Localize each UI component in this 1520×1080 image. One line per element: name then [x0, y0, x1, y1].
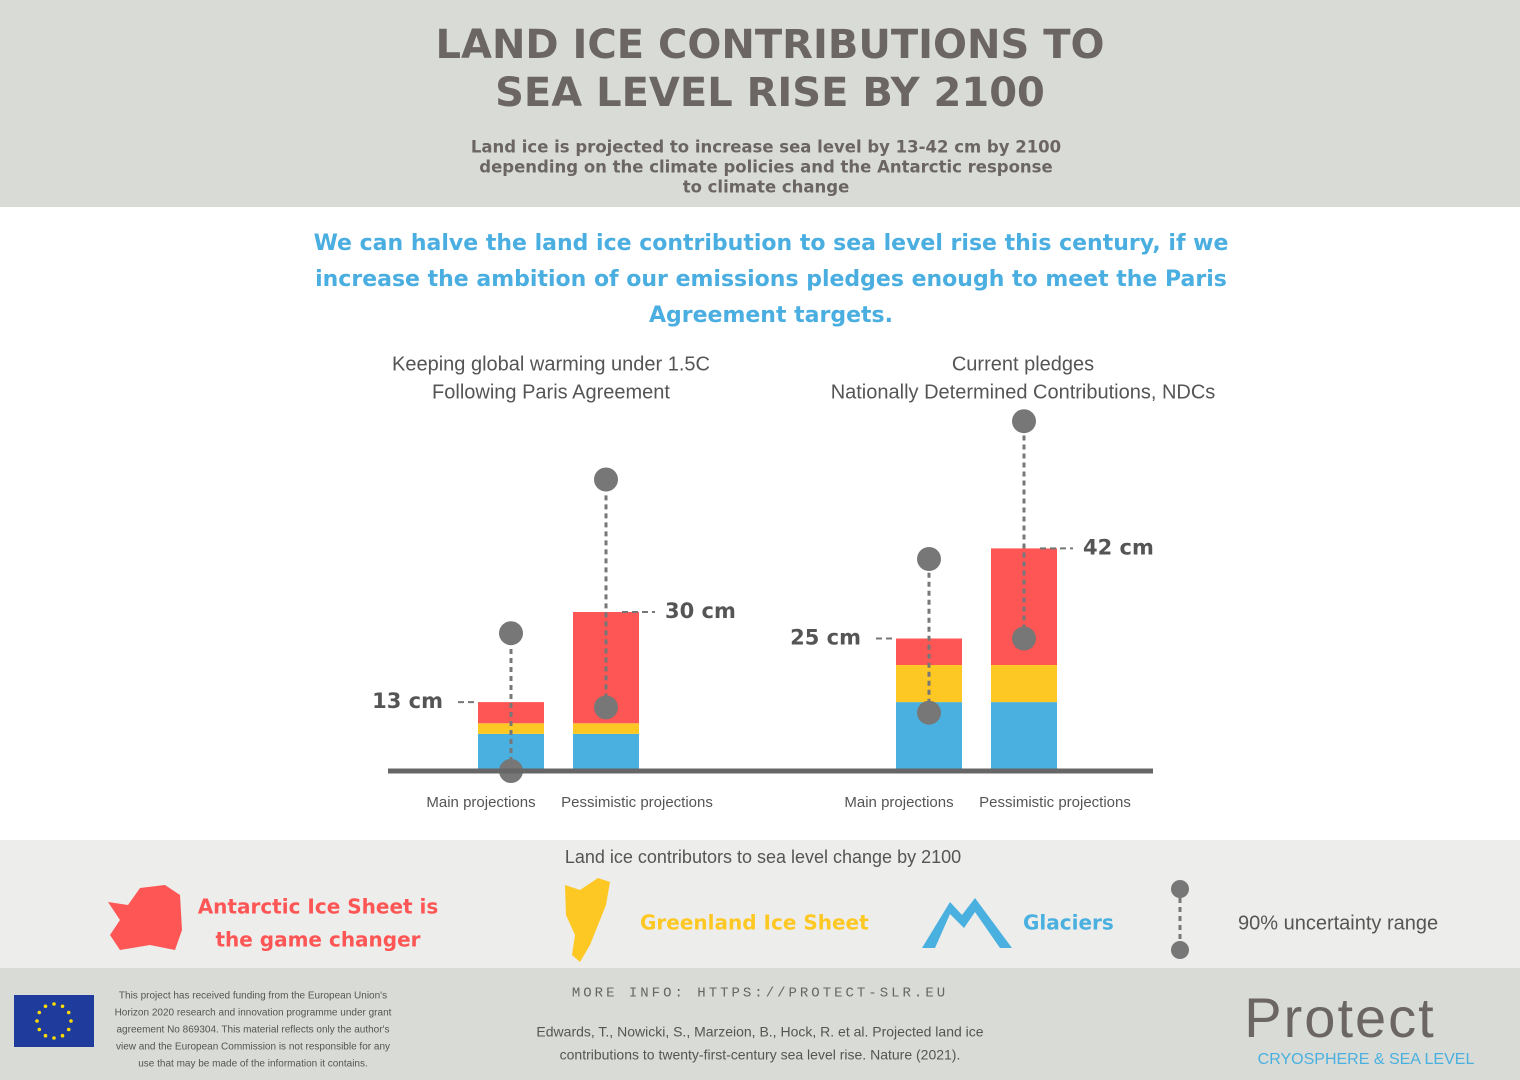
total-label: 25 cm [790, 626, 861, 650]
eu-star [60, 1033, 65, 1038]
total-label: 13 cm [372, 689, 443, 713]
bar-segment [991, 665, 1057, 703]
eu-star [60, 1004, 65, 1009]
uncertainty-high [917, 547, 941, 571]
legend-band [0, 840, 1520, 968]
uncertainty-high [499, 621, 523, 646]
uncertainty-low [1012, 626, 1036, 651]
legend-label: Glaciers [1023, 911, 1114, 935]
funding: use that may be made of the information … [138, 1059, 368, 1070]
uncertainty-high [594, 467, 618, 492]
legend-label: the game changer [215, 928, 420, 952]
eu-star [35, 1019, 39, 1023]
subtitle: to climate change [683, 178, 850, 197]
antarctica-icon [108, 885, 182, 950]
greenland-icon [565, 878, 610, 962]
eu-star [66, 1027, 71, 1032]
header-band [0, 0, 1520, 207]
chart-band [0, 207, 1520, 840]
eu-star [37, 1010, 42, 1015]
eu-star [43, 1004, 48, 1009]
total-label: 42 cm [1083, 535, 1154, 559]
uncertainty-high [1012, 409, 1036, 434]
eu-star [43, 1033, 48, 1038]
x-tick-label: Main projections [844, 794, 953, 811]
funding: agreement No 869304. This material refle… [117, 1025, 390, 1036]
x-tick-label: Main projections [426, 794, 535, 811]
subtitle: depending on the climate policies and th… [479, 158, 1052, 177]
uncertainty-low [917, 700, 941, 725]
message: increase the ambition of our emissions p… [315, 267, 1227, 292]
eu-stars [35, 1002, 73, 1040]
funding: view and the European Commission is not … [116, 1042, 390, 1053]
funding: Horizon 2020 research and innovation pro… [115, 1008, 392, 1019]
title: LAND ICE CONTRIBUTIONS TO [436, 22, 1105, 68]
eu-star [52, 1002, 56, 1006]
citation: contributions to twenty-first-century se… [560, 1047, 961, 1063]
bar-segment [573, 723, 639, 734]
range-icon [1171, 880, 1189, 898]
citation: Edwards, T., Nowicki, S., Marzeion, B., … [536, 1024, 983, 1040]
legend-title: Land ice contributors to sea level chang… [565, 847, 961, 867]
logo-sub: CRYOSPHERE & SEA LEVEL [1258, 1051, 1475, 1068]
legend-label: Greenland Ice Sheet [640, 911, 869, 935]
message: Agreement targets. [649, 303, 893, 328]
bar-segment [991, 702, 1057, 771]
uncertainty-low [594, 695, 618, 720]
more-info: MORE INFO: HTTPS://PROTECT-SLR.EU [572, 986, 948, 1002]
eu-star [66, 1010, 71, 1015]
group-title: Current pledges [952, 353, 1094, 375]
bar-segment [478, 723, 544, 734]
group-title: Keeping global warming under 1.5C [392, 353, 710, 375]
title: SEA LEVEL RISE BY 2100 [495, 70, 1045, 116]
subtitle: Land ice is projected to increase sea le… [471, 138, 1061, 157]
eu-star [52, 1036, 56, 1040]
eu-star [37, 1027, 42, 1032]
funding: This project has received funding from t… [119, 991, 387, 1002]
range-icon [1171, 941, 1189, 959]
legend-label: 90% uncertainty range [1238, 912, 1438, 934]
group-title: Following Paris Agreement [432, 381, 670, 403]
total-label: 30 cm [665, 599, 736, 623]
eu-star [69, 1019, 73, 1023]
plot: Main projections 13 cm Pessimistic project… [372, 409, 1154, 811]
message: We can halve the land ice contribution t… [314, 231, 1229, 256]
group-title: Nationally Determined Contributions, NDC… [831, 381, 1216, 403]
logo: Protect [1244, 986, 1435, 1049]
bar-segment [573, 733, 639, 771]
bar-segment [896, 638, 962, 665]
legend-label: Antarctic Ice Sheet is [198, 895, 439, 919]
x-tick-label: Pessimistic projections [979, 794, 1131, 811]
footer-band [0, 968, 1520, 1080]
glacier-icon [922, 898, 1012, 948]
x-tick-label: Pessimistic projections [561, 794, 713, 811]
